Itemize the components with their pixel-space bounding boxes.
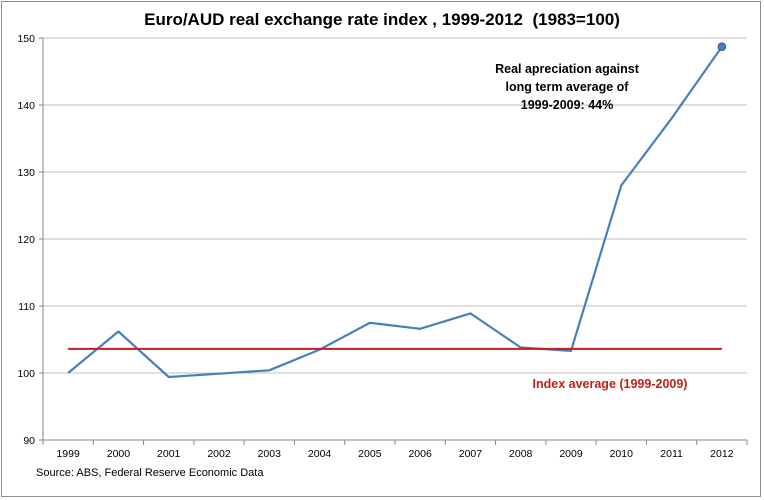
axes (39, 37, 748, 445)
x-tick-label: 2007 (459, 448, 483, 460)
y-tick-label: 130 (17, 167, 35, 179)
series-lines (67, 42, 727, 379)
series-end-point-marker (717, 42, 727, 52)
x-tick-label: 2001 (157, 448, 181, 460)
appreciation-annotation-line-2: long term average of (506, 80, 630, 94)
y-tick-label: 90 (23, 435, 35, 447)
y-tick-label: 100 (17, 368, 35, 380)
annotations: Real apreciation against long term avera… (495, 62, 687, 391)
x-tick-label: 2004 (308, 448, 332, 460)
x-tick-label: 1999 (56, 448, 80, 460)
x-tick-label: 2000 (107, 448, 131, 460)
appreciation-annotation-line-3: 1999-2009: 44% (521, 98, 613, 112)
y-tick-label: 150 (17, 33, 35, 45)
x-tick-label: 2012 (710, 448, 734, 460)
y-tick-label: 120 (17, 234, 35, 246)
x-tick-label: 2002 (207, 448, 231, 460)
x-tick-label: 2011 (660, 448, 683, 460)
x-tick-label: 2008 (509, 448, 533, 460)
x-tick-labels: 1999 2000 2001 2002 2003 2004 2005 2006 2007 2008… (56, 448, 733, 460)
x-tick-label: 2003 (258, 448, 282, 460)
y-tick-label: 110 (18, 301, 35, 313)
chart-title: Euro/AUD real exchange rate index , 1999… (144, 10, 620, 29)
x-tick-label: 2006 (408, 448, 432, 460)
y-tick-labels: 90 100 110 120 130 140 150 (17, 33, 35, 447)
source-note: Source: ABS, Federal Reserve Economic Da… (36, 467, 264, 479)
x-tick-label: 2010 (610, 448, 634, 460)
x-tick-label: 2005 (358, 448, 382, 460)
series-line-index (67, 46, 723, 379)
average-line-label: Index average (1999-2009) (533, 377, 688, 391)
gridlines (43, 37, 747, 374)
appreciation-annotation-line-1: Real apreciation against (495, 62, 640, 76)
y-tick-label: 140 (17, 100, 35, 112)
x-tick-label: 2009 (559, 448, 583, 460)
